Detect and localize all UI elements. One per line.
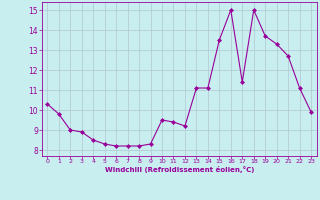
X-axis label: Windchill (Refroidissement éolien,°C): Windchill (Refroidissement éolien,°C) [105, 166, 254, 173]
